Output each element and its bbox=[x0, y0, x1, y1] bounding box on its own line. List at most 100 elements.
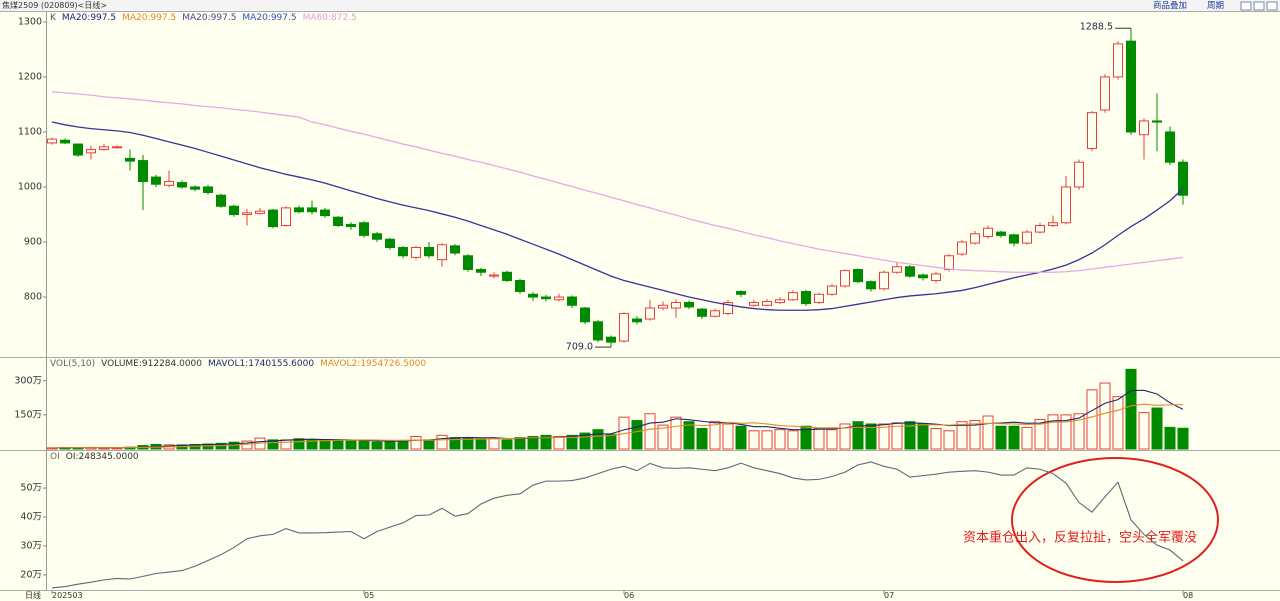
candle-body bbox=[801, 291, 811, 305]
candle-body bbox=[203, 186, 213, 193]
candle-body bbox=[944, 255, 954, 271]
candle-body bbox=[450, 245, 460, 254]
candle-body bbox=[723, 302, 733, 315]
candle-body bbox=[112, 146, 122, 149]
candle-body bbox=[593, 321, 603, 341]
y-tick-label: 1200 bbox=[18, 71, 42, 82]
candle-body bbox=[398, 247, 408, 257]
candle-body bbox=[463, 255, 473, 271]
ma-line bbox=[51, 91, 1184, 273]
volume-bar bbox=[1034, 418, 1046, 450]
candle-body bbox=[281, 207, 291, 226]
volume-bar bbox=[696, 428, 708, 450]
y-tick-label: 1000 bbox=[18, 181, 42, 192]
candle-body bbox=[1009, 234, 1019, 244]
candle-body bbox=[385, 238, 395, 249]
legend-entry: MA20:997.5 bbox=[182, 13, 236, 23]
volume-bar bbox=[1099, 382, 1111, 450]
volume-bar bbox=[1177, 427, 1189, 450]
volume-bar bbox=[1138, 412, 1150, 450]
mavol-line bbox=[51, 403, 1184, 449]
candle-body bbox=[489, 274, 499, 277]
candle-body bbox=[879, 271, 889, 290]
volume-bar bbox=[501, 439, 513, 450]
candle-body bbox=[255, 210, 265, 214]
volume-bar bbox=[1008, 425, 1020, 450]
y-tick-label: 300万 bbox=[14, 375, 42, 386]
candle-body bbox=[1022, 231, 1032, 244]
candle-body bbox=[983, 227, 993, 237]
volume-bar bbox=[813, 428, 825, 450]
volume-bar bbox=[423, 439, 435, 450]
x-tick-label: 08 bbox=[1183, 591, 1193, 600]
candle-body bbox=[86, 149, 96, 154]
volume-bar bbox=[865, 423, 877, 450]
candle-body bbox=[827, 285, 837, 295]
window-button[interactable] bbox=[1240, 1, 1252, 11]
y-tick-label: 1300 bbox=[18, 16, 42, 27]
candle-body bbox=[138, 160, 148, 182]
volume-bar bbox=[1021, 426, 1033, 450]
candle-body bbox=[190, 186, 200, 190]
volume-bar bbox=[683, 421, 695, 450]
annotation-label: 709.0 bbox=[566, 342, 593, 353]
period-label: 日线 bbox=[25, 590, 41, 600]
x-tick-label: 05 bbox=[364, 591, 374, 600]
volume-bar bbox=[878, 423, 890, 450]
candle-body bbox=[229, 205, 239, 215]
y-tick-label: 20万 bbox=[20, 569, 42, 580]
volume-bar bbox=[956, 421, 968, 450]
window-button[interactable] bbox=[1253, 1, 1265, 11]
candle-body bbox=[736, 291, 746, 295]
candle-body bbox=[437, 244, 447, 261]
volume-bar bbox=[904, 421, 916, 450]
candle-body bbox=[866, 281, 876, 290]
candle-body bbox=[424, 247, 434, 257]
volume-bar bbox=[1073, 413, 1085, 450]
candle-body bbox=[1061, 186, 1071, 224]
candle-body bbox=[580, 307, 590, 323]
x-tick-label: 06 bbox=[624, 591, 634, 600]
candle-body bbox=[541, 296, 551, 300]
candle-body bbox=[1139, 120, 1149, 136]
volume-bar bbox=[969, 420, 981, 450]
volume-bar bbox=[930, 428, 942, 450]
candle-body bbox=[242, 212, 252, 215]
volume-bar bbox=[605, 433, 617, 450]
candle-body bbox=[840, 270, 850, 287]
y-tick-label: 900 bbox=[24, 237, 42, 248]
candle-body bbox=[1126, 40, 1136, 133]
candle-body bbox=[216, 194, 226, 207]
volume-bar bbox=[761, 430, 773, 450]
volume-bar bbox=[917, 423, 929, 450]
volume-bar bbox=[644, 413, 656, 450]
candle-body bbox=[476, 269, 486, 273]
candle-body bbox=[307, 207, 317, 213]
volume-bar bbox=[800, 425, 812, 450]
volume-bar bbox=[280, 439, 292, 450]
volume-bar bbox=[566, 434, 578, 450]
candle-body bbox=[320, 209, 330, 217]
header-button[interactable]: 商品叠加 bbox=[1153, 0, 1187, 11]
candle-body bbox=[671, 302, 681, 309]
candle-body bbox=[554, 296, 564, 301]
y-tick-label: 50万 bbox=[20, 483, 42, 494]
oi-line bbox=[51, 461, 1184, 589]
window-button[interactable] bbox=[1266, 1, 1278, 11]
candle-body bbox=[1035, 224, 1045, 233]
volume-bar bbox=[748, 430, 760, 450]
volume-bar bbox=[1125, 368, 1137, 450]
candle-body bbox=[1152, 120, 1162, 123]
candle-body bbox=[632, 318, 642, 323]
legend-entry: VOL(5,10) bbox=[50, 359, 95, 369]
header-button[interactable]: 周期 bbox=[1207, 1, 1224, 11]
x-tick-label: 202503 bbox=[52, 591, 83, 600]
volume-bar bbox=[1047, 414, 1059, 450]
volume-bar bbox=[436, 434, 448, 450]
legend-entry: K bbox=[50, 13, 57, 23]
candle-body bbox=[762, 300, 772, 306]
candle-body bbox=[515, 280, 525, 293]
annotation-label: 1288.5 bbox=[1080, 22, 1113, 33]
